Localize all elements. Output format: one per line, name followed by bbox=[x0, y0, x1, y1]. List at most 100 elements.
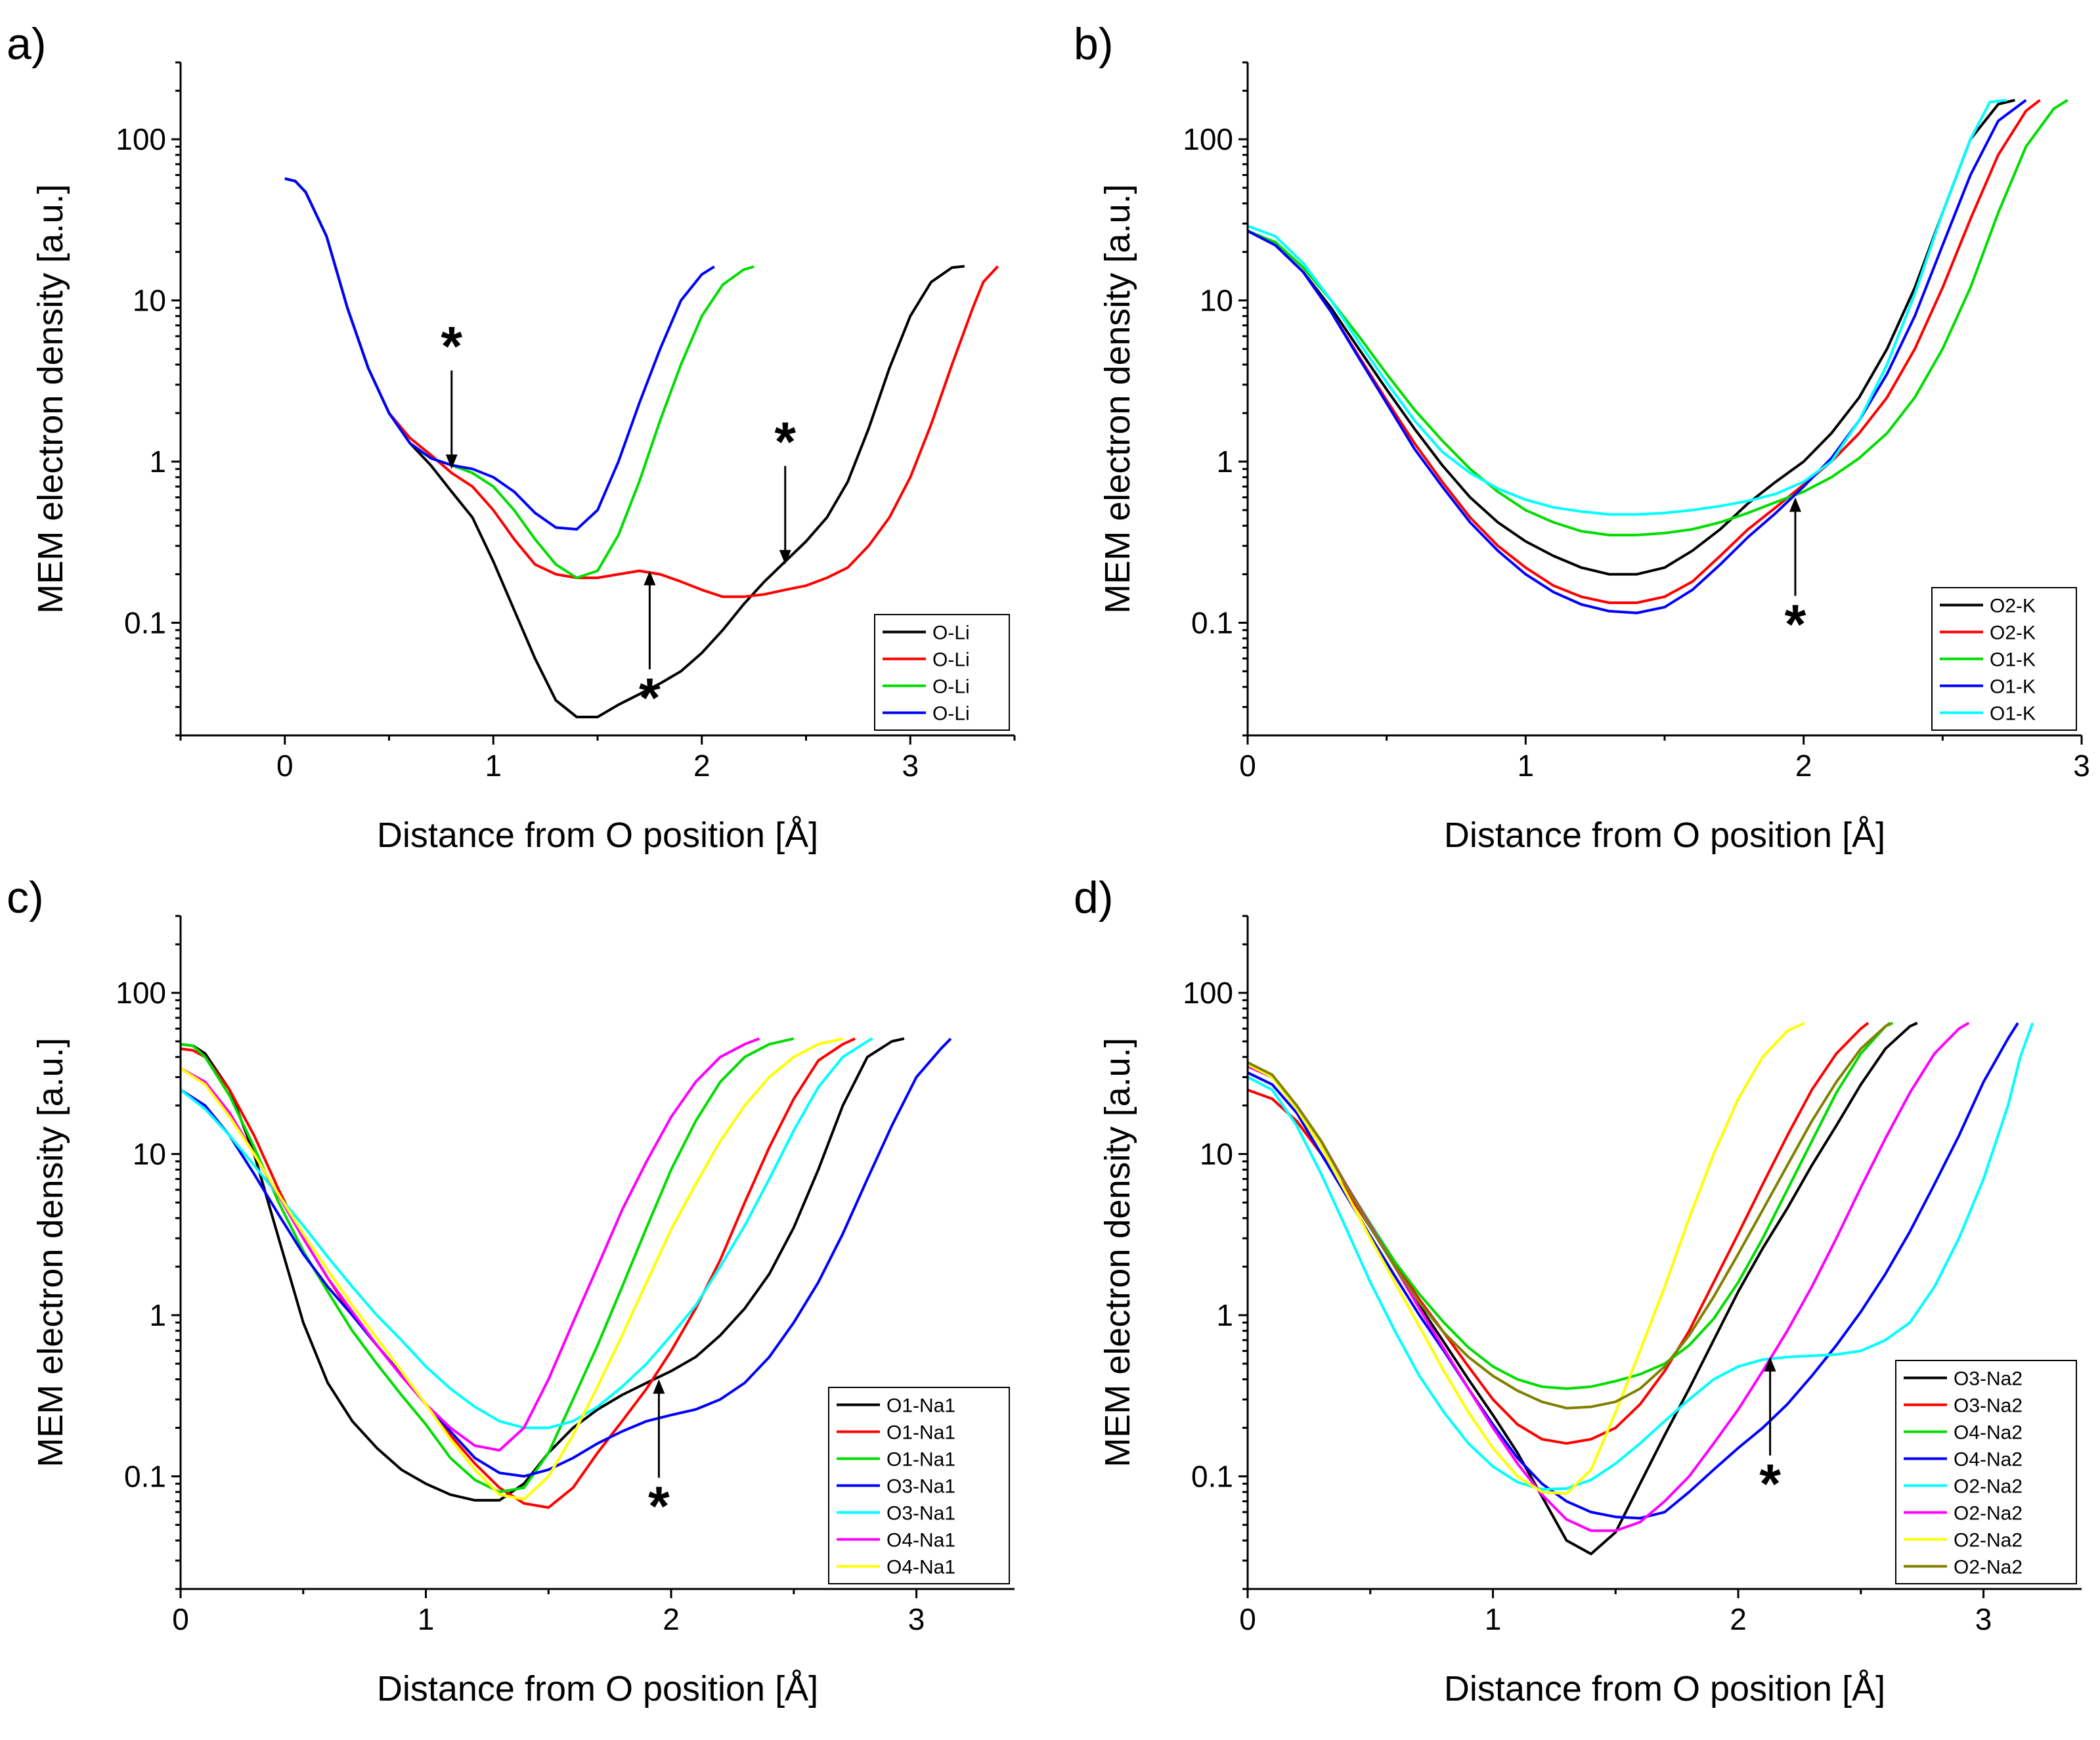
legend-label: O3-Na1 bbox=[886, 1503, 955, 1525]
x-tick-label: 0 bbox=[172, 1602, 189, 1636]
y-tick-label: 1 bbox=[1216, 1298, 1233, 1332]
y-tick-label: 10 bbox=[133, 1137, 166, 1171]
y-tick-label: 10 bbox=[1200, 1137, 1233, 1171]
panel-letter: b) bbox=[1074, 19, 1113, 69]
x-tick-label: 1 bbox=[485, 749, 502, 783]
legend-label: O-Li bbox=[932, 676, 970, 698]
annotation-arrow: * bbox=[774, 411, 796, 565]
series-line-o2-na2 bbox=[1248, 1022, 2034, 1491]
legend-box bbox=[1895, 1360, 2077, 1584]
y-tick-label: 100 bbox=[116, 122, 166, 156]
annotation-star: * bbox=[441, 315, 462, 377]
legend-label: O4-Na2 bbox=[1954, 1422, 2023, 1444]
legend: O1-Na1 O1-Na1 O1-Na1 O3-Na1 O3-Na1 O4-Na1 O4-N… bbox=[828, 1387, 1010, 1584]
y-tick-label: 100 bbox=[1183, 122, 1233, 156]
x-axis-title: Distance from O position [Å] bbox=[377, 1669, 818, 1708]
series-line-o2-k bbox=[1248, 98, 2015, 576]
legend-label: O-Li bbox=[932, 703, 970, 725]
panel-letter: a) bbox=[7, 19, 46, 69]
series-line-o1-na1 bbox=[181, 1037, 856, 1509]
panel-b: b) 0 1 2 3 0.1 1 10 100 Distance from O position … bbox=[1074, 19, 2090, 855]
x-axis-title: Distance from O position [Å] bbox=[377, 816, 818, 855]
legend-label: O-Li bbox=[932, 622, 970, 644]
legend-label: O1-Na1 bbox=[886, 1449, 955, 1471]
annotation-star: * bbox=[639, 666, 661, 728]
series-line-o2-k bbox=[1248, 98, 2041, 604]
legend-label: O2-K bbox=[1990, 596, 2036, 617]
panel-letter: c) bbox=[7, 873, 44, 923]
legend-label: O2-K bbox=[1990, 622, 2036, 644]
series-line-o4-na1 bbox=[181, 1037, 760, 1452]
arrow-head-icon bbox=[1789, 497, 1801, 512]
y-tick-label: 0.1 bbox=[124, 605, 166, 640]
annotation-star: * bbox=[774, 411, 796, 473]
series-line-o1-k bbox=[1248, 98, 2007, 516]
x-tick-label: 3 bbox=[1975, 1602, 1992, 1636]
legend-label: O2-Na2 bbox=[1954, 1503, 2023, 1525]
legend-label: O-Li bbox=[932, 649, 970, 671]
x-tick-label: 1 bbox=[1485, 1602, 1502, 1636]
series-line-o1-na1 bbox=[181, 1037, 795, 1494]
legend: O3-Na2 O3-Na2 O4-Na2 O4-Na2 O2-Na2 O2-Na2 O2-N… bbox=[1895, 1360, 2077, 1584]
legend-box bbox=[874, 614, 1010, 731]
panel-c: c) 0 1 2 3 0.1 1 10 100 Distance from O position … bbox=[7, 873, 1015, 1708]
series-line-o1-na1 bbox=[181, 1037, 905, 1502]
arrow-head-icon bbox=[1764, 1357, 1776, 1372]
panel-d: d) 0 1 2 3 0.1 1 10 100 Distance from O position … bbox=[1074, 873, 2082, 1708]
x-tick-label: 0 bbox=[1239, 749, 1256, 783]
y-axis-title: MEM electron density [a.u.] bbox=[1098, 184, 1137, 613]
x-tick-label: 3 bbox=[908, 1602, 925, 1636]
x-tick-label: 3 bbox=[902, 749, 919, 783]
arrow-head-icon bbox=[445, 454, 458, 469]
legend-label: O4-Na2 bbox=[1954, 1449, 2023, 1471]
y-tick-label: 1 bbox=[149, 445, 166, 479]
legend-label: O3-Na2 bbox=[1954, 1368, 2023, 1390]
x-tick-label: 0 bbox=[1239, 1602, 1256, 1636]
annotation-arrow: * bbox=[1759, 1357, 1781, 1515]
annotation-arrow: * bbox=[648, 1379, 670, 1537]
y-tick-label: 0.1 bbox=[124, 1459, 166, 1493]
annotation-arrow: * bbox=[441, 315, 462, 469]
series-line-o-li bbox=[284, 177, 755, 579]
series-group bbox=[284, 177, 999, 718]
y-tick-label: 10 bbox=[133, 284, 166, 318]
legend-label: O4-Na1 bbox=[886, 1557, 955, 1578]
y-axis-title: MEM electron density [a.u.] bbox=[31, 1037, 70, 1467]
legend-label: O2-Na2 bbox=[1954, 1530, 2023, 1552]
y-tick-label: 0.1 bbox=[1191, 605, 1233, 640]
series-group bbox=[181, 1037, 952, 1509]
legend-label: O1-K bbox=[1990, 649, 2036, 671]
y-tick-label: 1 bbox=[149, 1298, 166, 1332]
series-line-o3-na2 bbox=[1248, 1022, 1918, 1555]
y-axis-title: MEM electron density [a.u.] bbox=[31, 184, 70, 613]
annotation-star: * bbox=[1759, 1453, 1781, 1515]
series-group bbox=[1248, 1022, 2034, 1555]
x-axis-title: Distance from O position [Å] bbox=[1444, 816, 1885, 855]
annotation-star: * bbox=[1785, 593, 1806, 655]
annotation-arrow: * bbox=[639, 571, 661, 728]
legend-label: O2-Na2 bbox=[1954, 1476, 2023, 1498]
legend-label: O4-Na1 bbox=[886, 1530, 955, 1552]
arrow-head-icon bbox=[779, 550, 791, 565]
series-line-o2-na2 bbox=[1248, 1022, 1970, 1533]
x-tick-label: 1 bbox=[418, 1602, 435, 1636]
series-line-o3-na1 bbox=[181, 1037, 952, 1478]
legend-label: O3-Na2 bbox=[1954, 1395, 2023, 1417]
legend-label: O3-Na1 bbox=[886, 1476, 955, 1498]
arrow-head-icon bbox=[653, 1379, 665, 1394]
legend-label: O1-K bbox=[1990, 703, 2036, 725]
series-line-o-li bbox=[284, 177, 715, 531]
series-line-o3-na1 bbox=[181, 1037, 873, 1429]
series-line-o4-na2 bbox=[1248, 1022, 1894, 1390]
panel-letter: d) bbox=[1074, 873, 1113, 923]
series-line-o2-na2 bbox=[1248, 1022, 1805, 1495]
y-tick-label: 10 bbox=[1200, 284, 1233, 318]
series-line-o3-na2 bbox=[1248, 1022, 1870, 1445]
x-tick-label: 2 bbox=[1795, 749, 1812, 783]
series-group bbox=[1248, 98, 2068, 615]
series-line-o4-na2 bbox=[1248, 1022, 2019, 1520]
series-line-o1-k bbox=[1248, 98, 2027, 615]
x-tick-label: 1 bbox=[1518, 749, 1535, 783]
legend-label: O1-Na1 bbox=[886, 1395, 955, 1417]
